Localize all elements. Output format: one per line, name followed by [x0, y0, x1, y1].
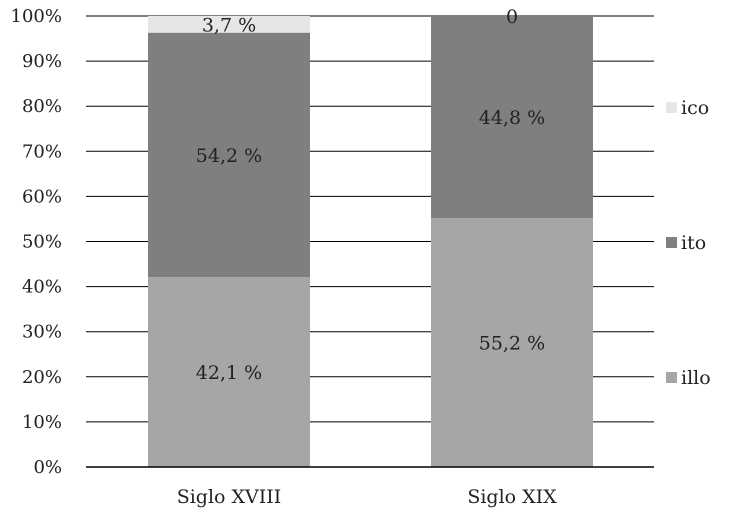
- data-labels: 42,1 % 54,2 % 3,7 % 55,2 % 44,8 % 0: [196, 6, 545, 384]
- bar-segment-illo: [148, 277, 310, 467]
- x-axis-category-labels: Siglo XVIII Siglo XIX: [177, 486, 557, 508]
- y-tick-label: 0%: [33, 457, 62, 478]
- legend-swatch-ico: [666, 102, 677, 113]
- y-tick-label: 40%: [22, 277, 62, 298]
- data-label-ito: 44,8 %: [479, 107, 545, 129]
- y-tick-label: 50%: [22, 232, 62, 253]
- bar-segment-ico: [148, 16, 310, 33]
- x-category-label: Siglo XIX: [467, 486, 557, 508]
- y-tick-label: 60%: [22, 186, 62, 207]
- y-axis-tick-labels: 0% 10% 20% 30% 40% 50% 60% 70% 80% 90% 100%: [11, 6, 62, 478]
- legend-label-illo: illo: [681, 367, 711, 389]
- y-tick-label: 20%: [22, 367, 62, 388]
- bar-segment-ito: [431, 16, 593, 219]
- legend: ico ito illo: [666, 97, 711, 389]
- bar-segment-ito: [148, 32, 310, 278]
- data-label-illo: 55,2 %: [479, 333, 545, 355]
- data-label-illo: 42,1 %: [196, 362, 262, 384]
- legend-swatch-ito: [666, 237, 677, 248]
- y-tick-label: 10%: [22, 412, 62, 433]
- legend-label-ito: ito: [681, 232, 706, 254]
- y-tick-label: 30%: [22, 322, 62, 343]
- bar-segments: [148, 16, 593, 467]
- y-tick-label: 80%: [22, 96, 62, 117]
- bar-segment-illo: [431, 218, 593, 467]
- y-tick-label: 90%: [22, 51, 62, 72]
- y-tick-label: 70%: [22, 141, 62, 162]
- data-label-ico: 0: [506, 6, 518, 28]
- y-tick-label: 100%: [11, 6, 62, 27]
- legend-swatch-illo: [666, 372, 677, 383]
- data-label-ito: 54,2 %: [196, 145, 262, 167]
- legend-label-ico: ico: [681, 97, 709, 119]
- x-category-label: Siglo XVIII: [177, 486, 282, 508]
- data-label-ico: 3,7 %: [202, 14, 256, 36]
